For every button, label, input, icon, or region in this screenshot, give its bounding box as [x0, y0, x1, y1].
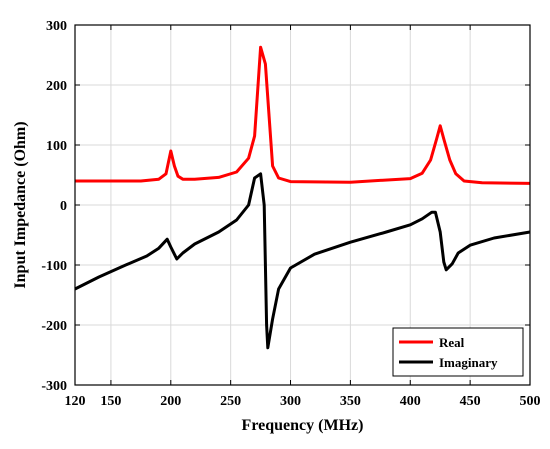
- legend-label-imaginary: Imaginary: [439, 355, 498, 370]
- y-tick-label: 100: [46, 139, 67, 154]
- x-tick-label: 300: [280, 394, 301, 409]
- x-axis-ticks: 120 150 200 250 300 350 400 450 500: [65, 25, 541, 409]
- x-tick-label: 350: [340, 394, 361, 409]
- legend: Real Imaginary: [392, 327, 524, 377]
- x-tick-label: 450: [460, 394, 481, 409]
- x-tick-label: 120: [65, 394, 86, 409]
- x-tick-label: 400: [400, 394, 421, 409]
- y-tick-label: -100: [41, 259, 67, 274]
- y-tick-label: -300: [41, 379, 67, 394]
- x-tick-label: 250: [220, 394, 241, 409]
- legend-box: [392, 327, 524, 377]
- y-tick-label: 0: [60, 199, 67, 214]
- y-axis-ticks: -300 -200 -100 0 100 200 300: [41, 19, 530, 394]
- x-tick-label: 150: [100, 394, 121, 409]
- y-tick-label: 300: [46, 19, 67, 34]
- y-tick-label: -200: [41, 319, 67, 334]
- y-axis-title: Input Impedance (Ohm): [12, 121, 29, 288]
- y-tick-label: 200: [46, 79, 67, 94]
- legend-label-real: Real: [439, 335, 465, 350]
- x-tick-label: 500: [520, 394, 541, 409]
- x-tick-label: 200: [160, 394, 181, 409]
- x-axis-title: Frequency (MHz): [242, 417, 364, 434]
- series-layer: [74, 45, 531, 350]
- grid: [75, 25, 530, 385]
- series-line-imaginary: [74, 172, 531, 350]
- series-line-real: [75, 45, 531, 185]
